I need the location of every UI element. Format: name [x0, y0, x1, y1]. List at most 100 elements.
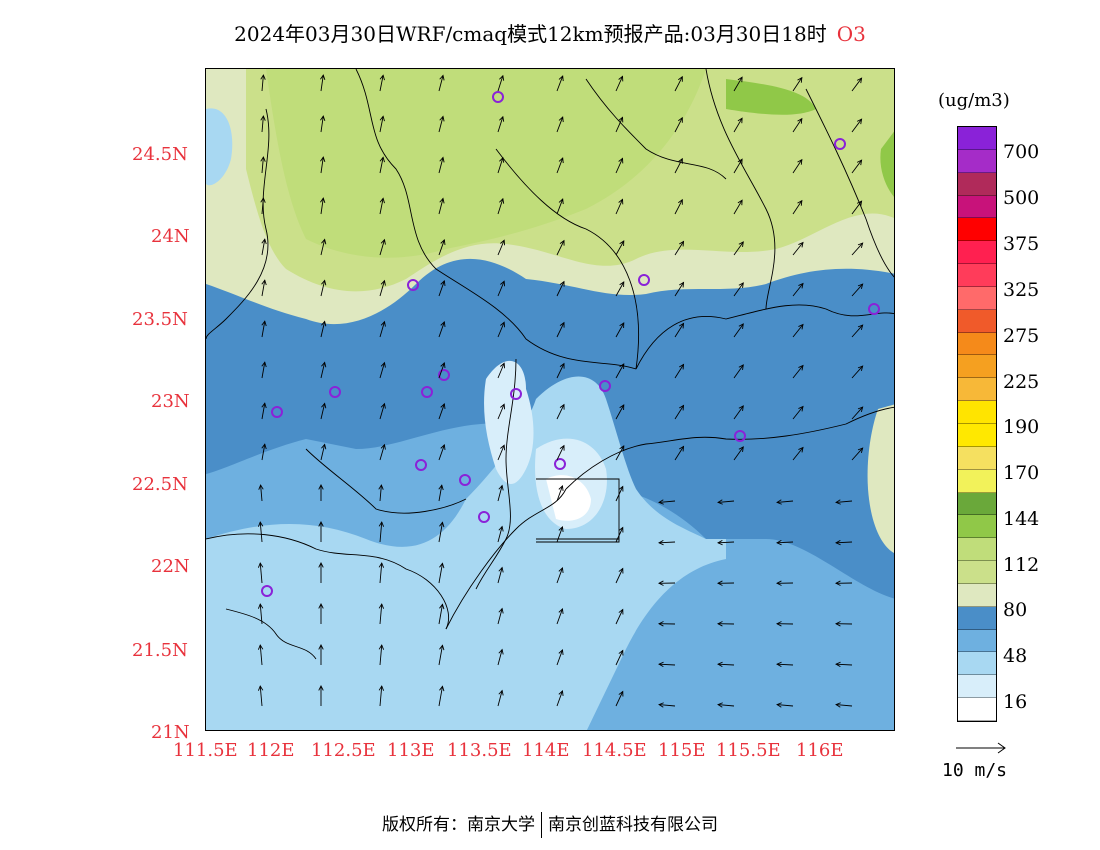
- wind-arrow-icon: [615, 76, 623, 92]
- colorbar-swatch: [958, 241, 996, 265]
- wind-arrow-head: [776, 621, 782, 627]
- wind-arrow-icon: [615, 445, 625, 461]
- wind-arrow-icon: [851, 242, 864, 256]
- wind-arrow-head: [318, 644, 324, 650]
- wind-arrow-head: [738, 364, 744, 370]
- wind-arrow-icon: [851, 159, 862, 174]
- colorbar-swatch: [958, 698, 996, 721]
- wind-arrow-icon: [379, 522, 383, 543]
- station-circle-icon: [554, 458, 566, 470]
- wind-arrow-icon: [556, 157, 564, 174]
- wind-arrow-head: [618, 608, 624, 615]
- colorbar-swatch: [958, 286, 996, 310]
- wind-arrow-head: [618, 75, 624, 82]
- wind-arrow-icon: [556, 281, 565, 297]
- wind-arrow-head: [678, 157, 683, 164]
- wind-arrow-head: [835, 702, 841, 708]
- wind-arrow-head: [318, 685, 324, 691]
- wind-arrow-icon: [379, 198, 384, 215]
- wind-reference-arrow-icon: [956, 742, 1006, 754]
- wind-arrow-icon: [379, 686, 383, 707]
- wind-arrow-icon: [674, 405, 684, 420]
- wind-arrow-head: [798, 241, 804, 248]
- wind-arrow-head: [380, 402, 386, 409]
- wind-arrow-head: [378, 521, 385, 527]
- wind-arrow-icon: [835, 663, 853, 666]
- wind-arrow-icon: [733, 76, 743, 92]
- wind-arrow-icon: [260, 485, 263, 502]
- wind-arrow-icon: [851, 365, 864, 379]
- wind-arrow-icon: [674, 241, 684, 256]
- lon-label: 113E: [387, 740, 435, 761]
- wind-arrow-head: [257, 685, 264, 691]
- colorbar-swatch: [958, 629, 996, 653]
- wind-arrow-head: [260, 197, 266, 203]
- wind-arrow-head: [378, 644, 385, 650]
- wind-arrow-icon: [851, 324, 864, 338]
- lon-label: 116E: [796, 740, 844, 761]
- wind-arrow-icon: [776, 663, 794, 666]
- wind-arrow-icon: [261, 321, 266, 338]
- wind-arrow-head: [738, 446, 744, 452]
- wind-arrow-icon: [674, 446, 684, 461]
- wind-arrow-head: [679, 281, 685, 288]
- ozone-concentration-map: [205, 68, 895, 731]
- wind-arrow-head: [776, 580, 782, 586]
- wind-arrow-icon: [776, 541, 794, 544]
- wind-arrow-icon: [792, 118, 803, 133]
- wind-arrow-head: [500, 444, 506, 451]
- wind-arrow-icon: [718, 500, 735, 503]
- wind-arrow-head: [261, 443, 267, 450]
- wind-arrow-head: [679, 445, 685, 452]
- wind-arrow-head: [380, 238, 386, 245]
- colorbar-swatch: [958, 652, 996, 676]
- wind-arrow-head: [379, 74, 385, 81]
- wind-arrow-head: [378, 685, 385, 691]
- wind-arrow-head: [498, 607, 504, 614]
- lat-label: 21.5N: [132, 640, 188, 661]
- wind-arrow-icon: [615, 199, 623, 215]
- wind-arrow-icon: [438, 116, 444, 133]
- nw-patch: [206, 108, 233, 186]
- wind-arrow-icon: [320, 157, 324, 174]
- wind-arrow-head: [559, 239, 565, 246]
- wind-arrow-icon: [556, 485, 563, 502]
- wind-arrow-icon: [438, 645, 443, 666]
- wind-arrow-icon: [733, 446, 744, 461]
- wind-arrow-icon: [379, 485, 382, 502]
- wind-arrow-head: [558, 75, 564, 82]
- wind-arrow-icon: [615, 527, 624, 543]
- wind-arrow-icon: [438, 403, 445, 420]
- wind-arrow-icon: [615, 363, 625, 379]
- wind-arrow-icon: [615, 281, 625, 297]
- wind-arrow-head: [618, 567, 624, 574]
- wind-arrow-head: [776, 499, 782, 505]
- wind-arrow-icon: [261, 444, 266, 461]
- wind-arrow-head: [379, 156, 385, 163]
- footer-divider: [541, 812, 542, 838]
- station-circle-icon: [271, 406, 283, 418]
- wind-arrow-head: [318, 484, 324, 490]
- wind-arrow-head: [738, 282, 744, 288]
- wind-arrow-head: [439, 74, 445, 81]
- wind-arrow-head: [257, 644, 264, 650]
- footer-company: 南京创蓝科技有限公司: [548, 815, 718, 835]
- colorbar-swatch: [958, 561, 996, 584]
- wind-arrow-icon: [851, 118, 862, 133]
- wind-arrow-head: [440, 443, 446, 450]
- wind-arrow-head: [558, 198, 564, 205]
- lat-label: 24.5N: [132, 144, 188, 165]
- wind-arrow-icon: [615, 609, 624, 625]
- wind-arrow-icon: [792, 242, 804, 256]
- wind-arrow-head: [717, 539, 723, 546]
- wind-arrow-icon: [261, 116, 264, 133]
- wind-arrow-head: [378, 484, 384, 490]
- wind-arrow-icon: [320, 239, 326, 256]
- wind-arrow-icon: [733, 323, 744, 338]
- colorbar-label: 80: [1003, 599, 1028, 621]
- wind-arrow-icon: [379, 157, 384, 174]
- wind-arrow-icon: [497, 649, 503, 666]
- wind-arrow-icon: [674, 158, 683, 174]
- wind-arrow-icon: [615, 486, 624, 502]
- wind-arrow-icon: [792, 447, 804, 461]
